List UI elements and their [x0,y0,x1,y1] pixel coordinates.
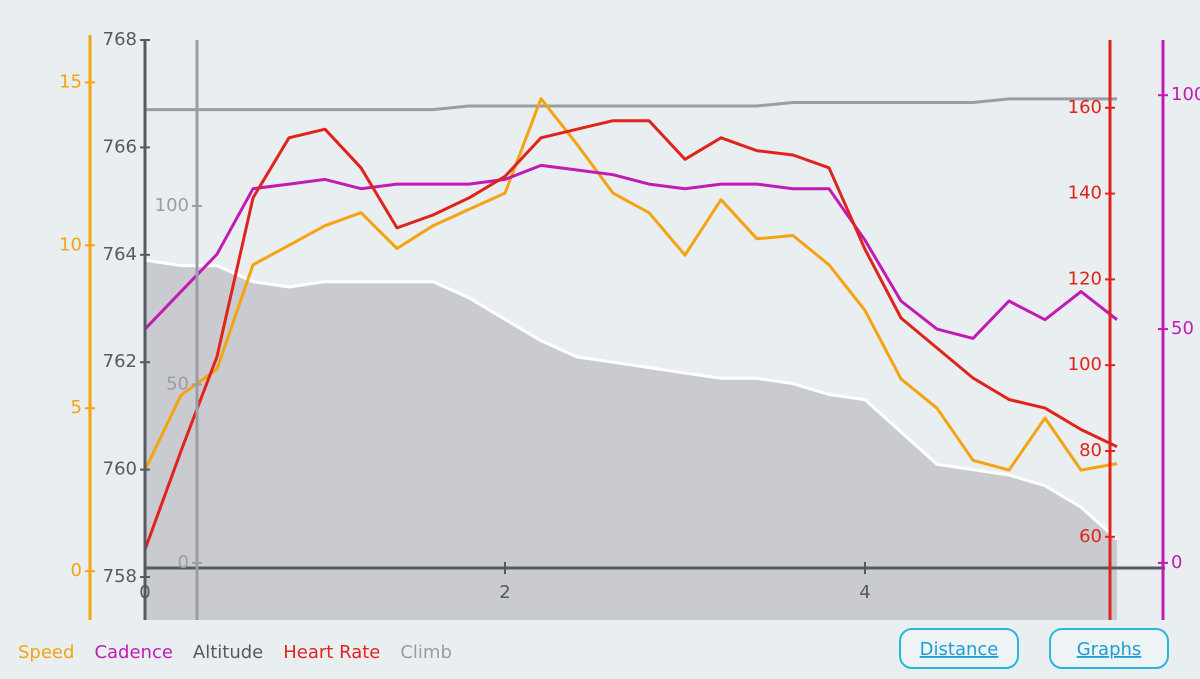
button-label[interactable]: Distance [920,639,999,660]
button-label[interactable]: Graphs [1077,639,1142,660]
y-tick-label: 140 [1068,183,1102,204]
legend-entry: Heart Rate [283,642,380,663]
y-tick-label: 80 [1079,440,1102,461]
y-tick-label: 120 [1068,268,1102,289]
y-tick-label: 762 [103,351,137,372]
y-tick-label: 100 [155,195,189,216]
button-frame[interactable] [1049,628,1169,669]
series-line [143,97,1118,472]
button-frame[interactable] [899,628,1019,669]
y-tick-label: 766 [103,136,137,157]
legend-entry: Climb [400,642,452,663]
y-tick-label: 768 [103,29,137,50]
y-tick-label: 0 [178,552,189,573]
series-line [143,163,1118,340]
y-tick-label: 100 [1068,354,1102,375]
y-tick-label: 15 [59,71,82,92]
legend-entry: Speed [18,642,74,663]
y-tick-label: 100 [1171,84,1200,105]
y-tick-label: 758 [103,566,137,587]
x-tick-label: 2 [499,582,510,603]
y-tick-label: 764 [103,244,137,265]
legend-entry: Cadence [94,642,172,663]
altitude-area [145,260,1117,620]
y-tick-label: 60 [1079,526,1102,547]
y-tick-label: 160 [1068,97,1102,118]
y-tick-label: 50 [166,373,189,394]
series-line [143,119,1118,551]
y-tick-label: 760 [103,459,137,480]
y-tick-label: 0 [1171,552,1182,573]
y-tick-label: 10 [59,234,82,255]
button[interactable]: Graphs [1049,628,1169,669]
y-tick-label: 50 [1171,318,1194,339]
y-tick-label: 5 [71,397,82,418]
legend-entry: Altitude [193,642,263,663]
series-line [145,97,1117,112]
x-tick-label: 4 [859,582,870,603]
y-tick-label: 0 [71,560,82,581]
button[interactable]: Distance [899,628,1019,669]
altitude-line [144,258,1119,541]
